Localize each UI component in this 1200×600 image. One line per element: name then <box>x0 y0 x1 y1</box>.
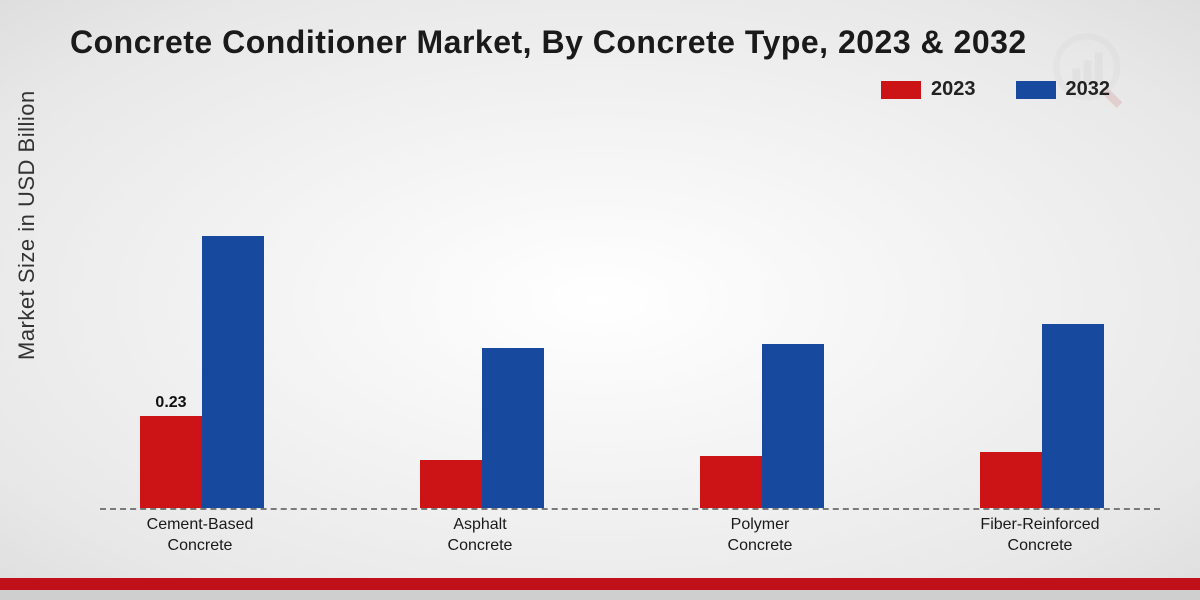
legend-label-2023: 2023 <box>931 78 976 101</box>
legend-item-2032: 2032 <box>1016 78 1111 101</box>
category-label-2-line2: Concrete <box>728 537 793 554</box>
legend-label-2032: 2032 <box>1066 78 1111 101</box>
footer-accent-bar <box>0 578 1200 590</box>
category-label-3: Fiber-Reinforced Concrete <box>940 515 1140 557</box>
legend-swatch-2032 <box>1016 81 1056 99</box>
category-label-0: Cement-Based Concrete <box>100 515 300 557</box>
category-label-1-line1: Asphalt <box>453 516 506 533</box>
category-label-0-line1: Cement-Based <box>147 516 254 533</box>
bar-2023-polymer <box>700 456 762 508</box>
legend-item-2023: 2023 <box>881 78 976 101</box>
category-label-1: Asphalt Concrete <box>380 515 580 557</box>
legend: 2023 2032 <box>881 78 1110 101</box>
chart-title: Concrete Conditioner Market, By Concrete… <box>70 24 1027 61</box>
category-label-1-line2: Concrete <box>448 537 513 554</box>
bar-2023-cement <box>140 416 202 508</box>
category-label-3-line2: Concrete <box>1008 537 1073 554</box>
y-axis-label: Market Size in USD Billion <box>14 90 40 360</box>
bar-2032-fiber <box>1042 324 1104 508</box>
category-label-2: Polymer Concrete <box>660 515 860 557</box>
bar-value-label-2023-cement: 0.23 <box>136 394 206 412</box>
bar-2023-fiber <box>980 452 1042 508</box>
footer-grey-bar <box>0 590 1200 600</box>
chart-frame: Concrete Conditioner Market, By Concrete… <box>0 0 1200 600</box>
plot-area: 0.23 <box>100 140 1160 510</box>
category-label-2-line1: Polymer <box>731 516 790 533</box>
category-label-3-line1: Fiber-Reinforced <box>980 516 1099 533</box>
x-axis-baseline <box>100 508 1160 510</box>
bar-2032-asphalt <box>482 348 544 508</box>
bar-2023-asphalt <box>420 460 482 508</box>
category-label-0-line2: Concrete <box>168 537 233 554</box>
bar-2032-polymer <box>762 344 824 508</box>
legend-swatch-2023 <box>881 81 921 99</box>
bar-2032-cement <box>202 236 264 508</box>
